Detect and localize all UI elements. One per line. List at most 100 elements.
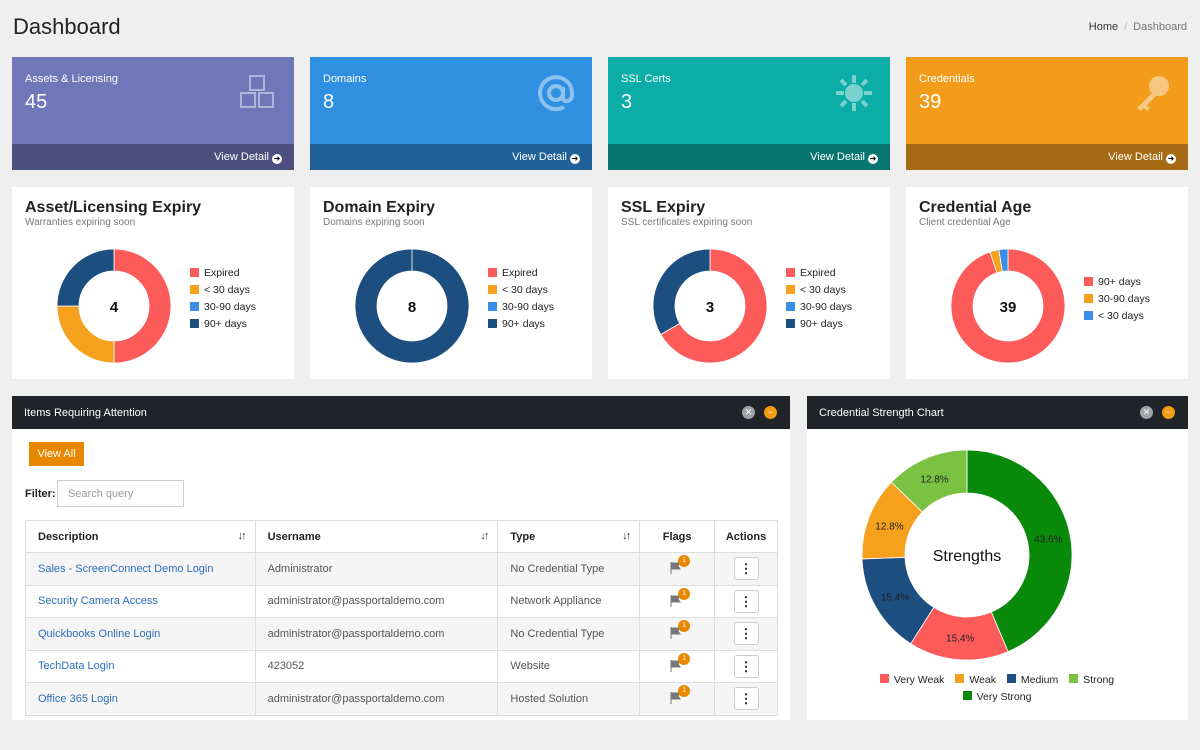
legend-item: < 30 days <box>1084 308 1150 325</box>
legend-swatch <box>962 691 972 700</box>
close-icon[interactable]: ✕ <box>742 406 755 419</box>
flag-icon[interactable]: 1 <box>670 587 691 607</box>
legend-swatch <box>190 302 199 311</box>
card-title: SSL Expiry <box>621 199 706 216</box>
view-detail-link-assets[interactable]: View Detail ➜ <box>12 144 294 170</box>
item-description-link[interactable]: TechData Login <box>25 649 256 683</box>
actions-menu-button[interactable]: ⋮ <box>733 622 759 646</box>
actions-menu-button[interactable]: ⋮ <box>733 654 759 678</box>
flag-icon[interactable]: 1 <box>670 685 691 705</box>
stat-value: 8 <box>323 91 335 113</box>
flag-count-badge: 1 <box>678 620 691 633</box>
breadcrumb-separator: / <box>1124 21 1128 33</box>
cubes-icon <box>240 75 274 108</box>
flag-icon[interactable]: 1 <box>670 555 691 575</box>
item-description-link[interactable]: Quickbooks Online Login <box>25 617 256 651</box>
sort-icon[interactable]: ↓↑ <box>480 530 489 542</box>
card-subtitle: SSL certificates expiring soon <box>621 217 753 228</box>
minimize-icon[interactable]: − <box>1162 406 1175 419</box>
chart-data-label: 43.6% <box>1034 534 1062 545</box>
chart-data-label: 12.8% <box>920 475 948 486</box>
column-header-type[interactable]: Type ↓↑ <box>497 520 641 553</box>
legend-item: < 30 days <box>190 282 256 299</box>
attention-panel: Items Requiring Attention ✕ − View All F… <box>12 396 790 720</box>
item-flags: 1 <box>639 682 716 716</box>
legend-item: 90+ days <box>488 316 554 333</box>
legend-item: 90+ days <box>190 316 256 333</box>
panel-title: Items Requiring Attention <box>24 407 147 419</box>
item-username: administrator@passportaldemo.com <box>254 682 499 716</box>
arrow-circle-icon: ➜ <box>570 154 580 164</box>
breadcrumb-home-link[interactable]: Home <box>1088 21 1119 33</box>
column-header-actions: Actions <box>714 520 778 553</box>
close-icon[interactable]: ✕ <box>1140 406 1153 419</box>
item-type: No Credential Type <box>497 617 641 651</box>
page-title: Dashboard <box>13 14 121 39</box>
flag-count-badge: 1 <box>678 555 691 568</box>
item-description-link[interactable]: Sales - ScreenConnect Demo Login <box>25 552 256 586</box>
legend-swatch <box>488 268 497 277</box>
flag-icon[interactable]: 1 <box>670 652 691 672</box>
sort-icon[interactable]: ↓↑ <box>237 530 247 542</box>
flag-icon[interactable]: 1 <box>670 620 691 640</box>
card-subtitle: Client credential Age <box>919 217 1011 228</box>
column-header-description[interactable]: Description ↓↑ <box>25 520 256 553</box>
view-detail-link-domains[interactable]: View Detail ➜ <box>310 144 592 170</box>
legend-swatch <box>1069 674 1079 683</box>
legend-swatch <box>879 674 889 683</box>
key-icon <box>1137 76 1169 111</box>
legend-swatch <box>1006 674 1016 683</box>
item-username: administrator@passportaldemo.com <box>254 617 499 651</box>
view-detail-link-ssl[interactable]: View Detail ➜ <box>608 144 890 170</box>
stat-label: Credentials <box>919 73 975 85</box>
legend-item: Strong <box>1069 672 1114 689</box>
legend-item: Expired <box>488 265 554 282</box>
legend-item: 30-90 days <box>1084 291 1150 308</box>
domain-expiry-card: Domain Expiry Domains expiring soon 8 Ex… <box>310 187 592 379</box>
actions-menu-button[interactable]: ⋮ <box>733 557 759 581</box>
item-description-link[interactable]: Security Camera Access <box>25 584 256 618</box>
legend-item: Expired <box>190 265 256 282</box>
item-username: Administrator <box>254 552 499 586</box>
asset-expiry-card: Asset/Licensing Expiry Warranties expiri… <box>12 187 294 379</box>
item-type: No Credential Type <box>497 552 641 586</box>
chart-data-label: 12.8% <box>875 521 903 532</box>
card-subtitle: Warranties expiring soon <box>25 217 136 228</box>
credential-age-donut: 39 <box>950 248 1066 364</box>
view-detail-link-credentials[interactable]: View Detail ➜ <box>906 144 1188 170</box>
donut-legend: Expired < 30 days 30-90 days 90+ days <box>786 265 852 333</box>
sort-icon[interactable]: ↓↑ <box>622 530 631 542</box>
legend-item: Very Weak <box>879 672 944 689</box>
table-row: Quickbooks Online Login administrator@pa… <box>25 617 778 651</box>
minimize-icon[interactable]: − <box>764 406 777 419</box>
item-username: 423052 <box>254 649 499 683</box>
legend-item: < 30 days <box>488 282 554 299</box>
breadcrumb-current: Dashboard <box>1133 21 1187 33</box>
legend-swatch <box>786 302 795 311</box>
legend-swatch <box>488 285 497 294</box>
legend-swatch <box>1084 277 1093 286</box>
legend-swatch <box>1084 294 1093 303</box>
actions-menu-button[interactable]: ⋮ <box>733 687 759 711</box>
item-flags: 1 <box>639 649 716 683</box>
sun-gear-icon <box>836 75 872 111</box>
filter-label: Filter: <box>25 488 56 500</box>
table-row: Sales - ScreenConnect Demo Login Adminis… <box>25 552 778 586</box>
search-input[interactable] <box>57 480 184 507</box>
at-sign-icon <box>538 75 575 112</box>
domain-expiry-donut: 8 <box>354 248 470 364</box>
actions-menu-button[interactable]: ⋮ <box>733 589 759 613</box>
column-header-username[interactable]: Username ↓↑ <box>254 520 499 553</box>
legend-swatch <box>786 285 795 294</box>
attention-table: Description ↓↑ Username ↓↑ Type ↓↑ Flags Ac… <box>25 520 778 716</box>
card-title: Domain Expiry <box>323 199 436 216</box>
legend-swatch <box>955 674 965 683</box>
view-all-button[interactable]: View All <box>29 442 84 466</box>
legend-item: Medium <box>1006 672 1058 689</box>
stat-label: Assets & Licensing <box>25 73 118 85</box>
item-flags: 1 <box>639 552 716 586</box>
credential-strength-donut-chart: Strengths 43.6% 15.4% 15.4% 12.8% 12.8% <box>861 449 1073 661</box>
table-row: Security Camera Access administrator@pas… <box>25 584 778 618</box>
item-description-link[interactable]: Office 365 Login <box>25 682 256 716</box>
arrow-circle-icon: ➜ <box>868 154 878 164</box>
